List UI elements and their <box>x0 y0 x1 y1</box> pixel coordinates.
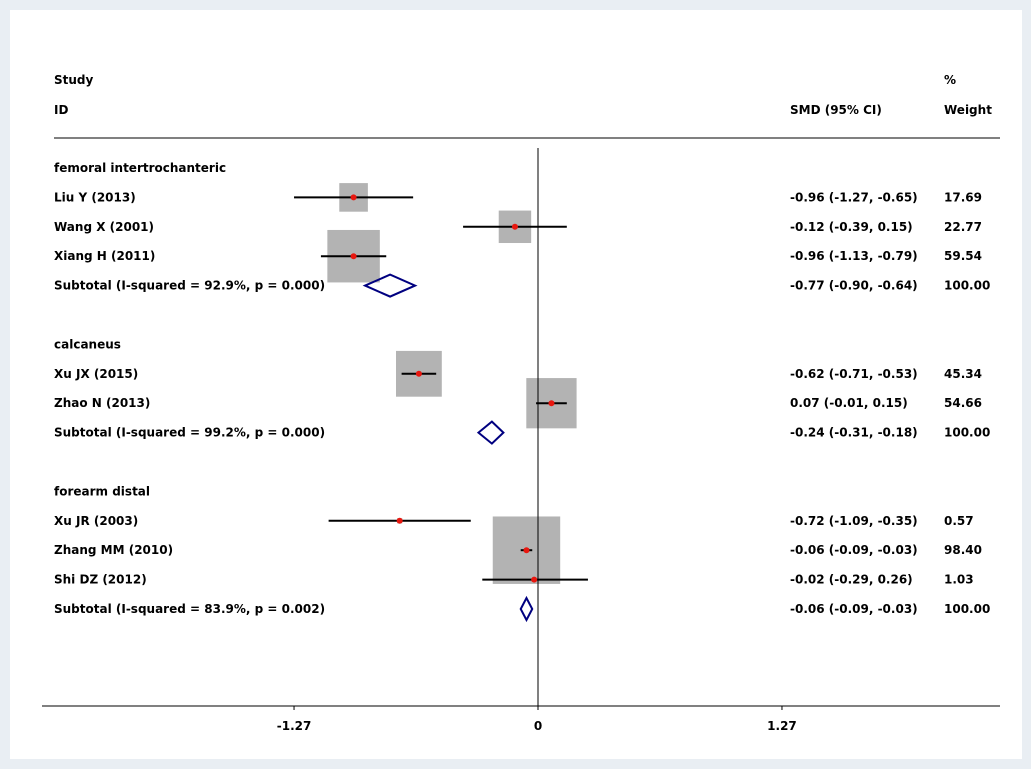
subtotal-diamond <box>519 595 534 623</box>
study-weight-text: 54.66 <box>944 396 982 410</box>
study-ci-text: 0.07 (-0.01, 0.15) <box>790 396 908 410</box>
point-estimate <box>531 576 538 583</box>
subtotal-label: Subtotal (I-squared = 83.9%, p = 0.002) <box>54 602 325 616</box>
weight-header-line1: % <box>944 73 956 87</box>
point-estimate <box>415 370 422 377</box>
subtotal-label: Subtotal (I-squared = 92.9%, p = 0.000) <box>54 279 325 293</box>
study-label: Liu Y (2013) <box>54 190 136 204</box>
study-weight-text: 17.69 <box>944 190 982 204</box>
study-ci-text: -0.12 (-0.39, 0.15) <box>790 220 913 234</box>
study-ci-text: -0.96 (-1.13, -0.79) <box>790 249 918 263</box>
study-ci-text: -0.72 (-1.09, -0.35) <box>790 514 918 528</box>
study-ci-text: -0.62 (-0.71, -0.53) <box>790 367 918 381</box>
point-estimate <box>523 547 530 554</box>
study-weight-text: 22.77 <box>944 220 982 234</box>
study-ci-text: -0.02 (-0.29, 0.26) <box>790 573 913 587</box>
study-label: Xiang H (2011) <box>54 249 155 263</box>
study-weight-text: 1.03 <box>944 573 974 587</box>
subtotal-ci-text: -0.77 (-0.90, -0.64) <box>790 279 918 293</box>
study-label: Wang X (2001) <box>54 220 154 234</box>
subtotal-weight-text: 100.00 <box>944 426 990 440</box>
x-tick-label: -1.27 <box>277 719 312 733</box>
point-estimate <box>350 253 357 260</box>
smd-header: SMD (95% CI) <box>790 103 882 117</box>
study-label: Zhao N (2013) <box>54 396 150 410</box>
subtotal-label: Subtotal (I-squared = 99.2%, p = 0.000) <box>54 426 325 440</box>
point-estimate <box>548 400 555 407</box>
subtotal-diamond <box>362 273 418 298</box>
study-weight-text: 98.40 <box>944 543 982 557</box>
study-weight-text: 59.54 <box>944 249 982 263</box>
study-ci-text: -0.96 (-1.27, -0.65) <box>790 190 918 204</box>
subtotal-diamond <box>476 420 505 445</box>
subtotal-ci-text: -0.06 (-0.09, -0.03) <box>790 602 918 616</box>
subtotal-weight-text: 100.00 <box>944 279 990 293</box>
subtotal-ci-text: -0.24 (-0.31, -0.18) <box>790 426 918 440</box>
forest-rows: femoral intertrochanteric Liu Y (2013) -0.… <box>54 161 990 623</box>
weight-header-line2: Weight <box>944 103 992 117</box>
study-weight-text: 45.34 <box>944 367 982 381</box>
x-tick-label: 0 <box>534 719 542 733</box>
plot-panel: Study ID SMD (95% CI) % Weight femoral i… <box>10 10 1022 759</box>
x-axis: -1.27 0 1.27 <box>42 148 1000 733</box>
group-label: calcaneus <box>54 337 121 351</box>
study-header-line1: Study <box>54 73 94 87</box>
point-estimate <box>396 517 403 524</box>
study-ci-text: -0.06 (-0.09, -0.03) <box>790 543 918 557</box>
subtotal-weight-text: 100.00 <box>944 602 990 616</box>
study-label: Xu JX (2015) <box>54 367 138 381</box>
study-label: Zhang MM (2010) <box>54 543 173 557</box>
point-estimate <box>350 194 357 201</box>
study-header-line2: ID <box>54 103 68 117</box>
study-label: Xu JR (2003) <box>54 514 138 528</box>
point-estimate <box>511 223 518 230</box>
group-label: femoral intertrochanteric <box>54 161 226 175</box>
x-tick-label: 1.27 <box>767 719 797 733</box>
group-label: forearm distal <box>54 484 150 498</box>
study-weight-text: 0.57 <box>944 514 974 528</box>
forest-plot: Study ID SMD (95% CI) % Weight femoral i… <box>42 73 1000 733</box>
study-label: Shi DZ (2012) <box>54 573 147 587</box>
